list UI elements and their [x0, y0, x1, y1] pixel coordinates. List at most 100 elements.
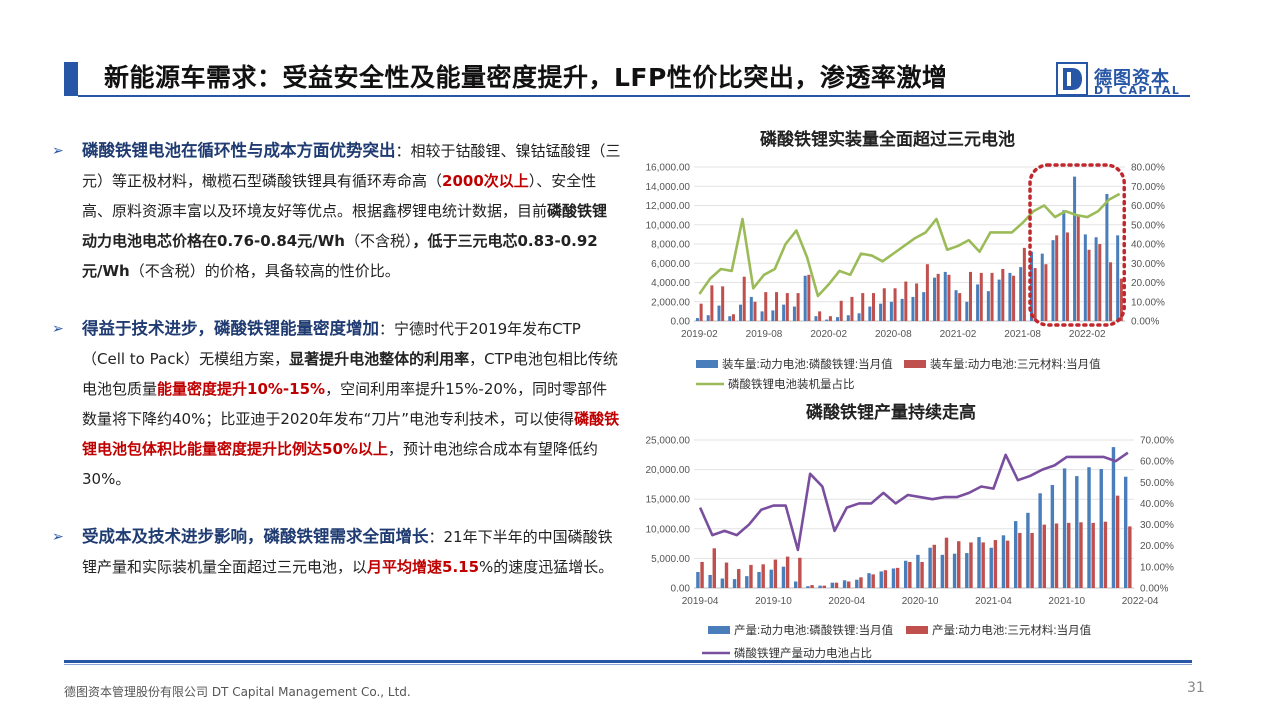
bar-ternary	[1065, 232, 1069, 321]
bullet-text-segment: 2000次以上	[442, 172, 529, 190]
chart-installation-volume: 0.00 2,000.00 4,000.00 6,000.00 8,000.00 10,0…	[646, 163, 1166, 392]
bar-ternary	[796, 293, 800, 321]
bar-lfp	[836, 317, 840, 321]
bar-ternary	[958, 293, 962, 321]
bar-lfp	[803, 275, 807, 321]
bar-lfp	[1083, 234, 1087, 321]
y2-tick-label: 20.00%	[1140, 541, 1174, 552]
footer-rule-thin	[64, 664, 1192, 665]
y2-tick-label: 40.00%	[1131, 240, 1165, 251]
x-tick-label: 2019-04	[682, 596, 719, 607]
bar-ternary	[850, 296, 854, 321]
y2-tick-label: 0.00%	[1131, 317, 1159, 328]
bar-lfp	[720, 578, 725, 588]
bar-lfp	[986, 291, 990, 321]
bullet-text-segment: 磷酸铁锂电池包体积比能量密度提升比例达50%以上	[82, 410, 620, 458]
bar-ternary	[969, 542, 973, 588]
bar-lfp	[1013, 521, 1018, 588]
y-tick-label: 14,000.00	[646, 182, 691, 193]
bullet-text-segment: 磷酸铁锂电池在循环性与成本方面优势突出	[82, 141, 396, 160]
bar-ternary	[1022, 247, 1026, 321]
bar-ternary	[749, 564, 753, 588]
bar-lfp	[1062, 468, 1067, 588]
x-tick-label: 2019-10	[755, 596, 792, 607]
legend-label: 磷酸铁锂产量动力电池占比	[734, 646, 872, 660]
bar-lfp	[928, 547, 932, 588]
bar-lfp	[997, 279, 1001, 321]
bullet-demand-growth: ➢ 受成本及技术进步影响，磷酸铁锂需求全面增长：21年下半年的中国磷酸铁锂产量和…	[52, 522, 622, 582]
bar-ternary	[979, 272, 983, 321]
y-tick-label: 4,000.00	[651, 278, 690, 289]
y2-tick-label: 0.00%	[1140, 584, 1168, 595]
bar-lfp	[842, 580, 847, 588]
bar-lfp	[1019, 267, 1023, 321]
bar-ternary	[1109, 262, 1113, 321]
bar-ternary	[1119, 278, 1123, 321]
bar-ternary	[859, 577, 863, 588]
bar-ternary	[872, 293, 876, 321]
bullet-text-segment: ：宁德时代于2019年发布CTP（Cell to Pack）无模组方案，	[82, 320, 581, 368]
bar-ternary	[785, 293, 789, 321]
y-tick-label: 8,000.00	[651, 240, 690, 251]
legend-swatch	[904, 360, 926, 368]
chart2-title: 磷酸铁锂产量持续走高	[806, 403, 976, 423]
bar-ternary	[773, 559, 778, 588]
highlight-box	[1028, 163, 1126, 327]
bar-lfp	[846, 315, 850, 321]
bar-ternary	[1030, 532, 1034, 588]
bar-ternary	[1042, 524, 1046, 588]
bar-lfp	[1062, 210, 1066, 321]
bar-lfp	[1123, 476, 1128, 588]
bar-lfp	[792, 306, 796, 321]
bar-lfp	[940, 554, 945, 588]
bar-lfp	[728, 316, 732, 321]
bar-ternary	[775, 292, 779, 321]
y2-tick-label: 20.00%	[1131, 278, 1165, 289]
bullet-text-segment: %的速度迅猛增长。	[479, 558, 614, 576]
y-tick-label: 6,000.00	[651, 259, 690, 270]
bar-ternary	[1091, 522, 1095, 588]
bar-lfp	[745, 576, 749, 588]
bar-ternary	[1012, 275, 1016, 321]
bullet-body: 受成本及技术进步影响，磷酸铁锂需求全面增长：21年下半年的中国磷酸铁锂产量和实际…	[82, 522, 622, 582]
bar-ternary	[818, 311, 822, 321]
bar-lfp	[965, 301, 969, 321]
bar-lfp	[989, 547, 993, 588]
bar-ternary	[731, 314, 735, 321]
x-tick-label: 2022-04	[1122, 596, 1159, 607]
bar-lfp	[1040, 253, 1044, 321]
bar-lfp	[1051, 240, 1055, 321]
legend-label: 产量:动力电池:磷酸铁锂:当月值	[734, 623, 894, 637]
bar-lfp	[1073, 176, 1077, 321]
bullet-text-segment: ）、安全性高、原料资源丰富以及环境友好等优点。根据鑫椤锂电统计数据，目前	[82, 172, 597, 220]
x-tick-label: 2020-08	[875, 329, 912, 340]
bar-ternary	[724, 562, 729, 588]
bar-lfp	[818, 585, 822, 588]
bullet-text-segment: ，CTP电池包相比传统电池包质量	[82, 350, 618, 398]
bar-ternary	[1067, 522, 1071, 588]
x-tick-label: 2020-10	[902, 596, 939, 607]
bullet-arrow-icon: ➢	[52, 143, 64, 159]
y-tick-label: 16,000.00	[646, 163, 691, 174]
y2-tick-label: 40.00%	[1140, 499, 1174, 510]
y-tick-label: 15,000.00	[646, 495, 691, 506]
bar-ternary	[1044, 264, 1048, 321]
bullet-text-segment: 月平均增速5.15	[367, 558, 480, 576]
y2-tick-label: 60.00%	[1131, 201, 1165, 212]
bar-lfp	[1001, 535, 1006, 588]
bar-ternary	[822, 585, 826, 588]
bar-ternary	[1076, 215, 1080, 321]
title-underline	[78, 95, 1190, 97]
legend-swatch	[696, 360, 718, 368]
bar-ternary	[968, 271, 972, 321]
x-tick-label: 2022-02	[1069, 329, 1106, 340]
legend-label: 产量:动力电池:三元材料:当月值	[932, 623, 1092, 637]
bar-lfp	[903, 560, 908, 588]
page-title: 新能源车需求：受益安全性及能量密度提升，LFP性价比突出，渗透率激增	[104, 63, 948, 92]
bar-lfp	[879, 571, 883, 588]
bar-lfp	[771, 310, 775, 321]
bar-lfp	[749, 296, 753, 321]
bullet-arrow-icon: ➢	[52, 321, 64, 337]
bar-ternary	[699, 303, 703, 321]
bar-ternary	[871, 574, 875, 588]
